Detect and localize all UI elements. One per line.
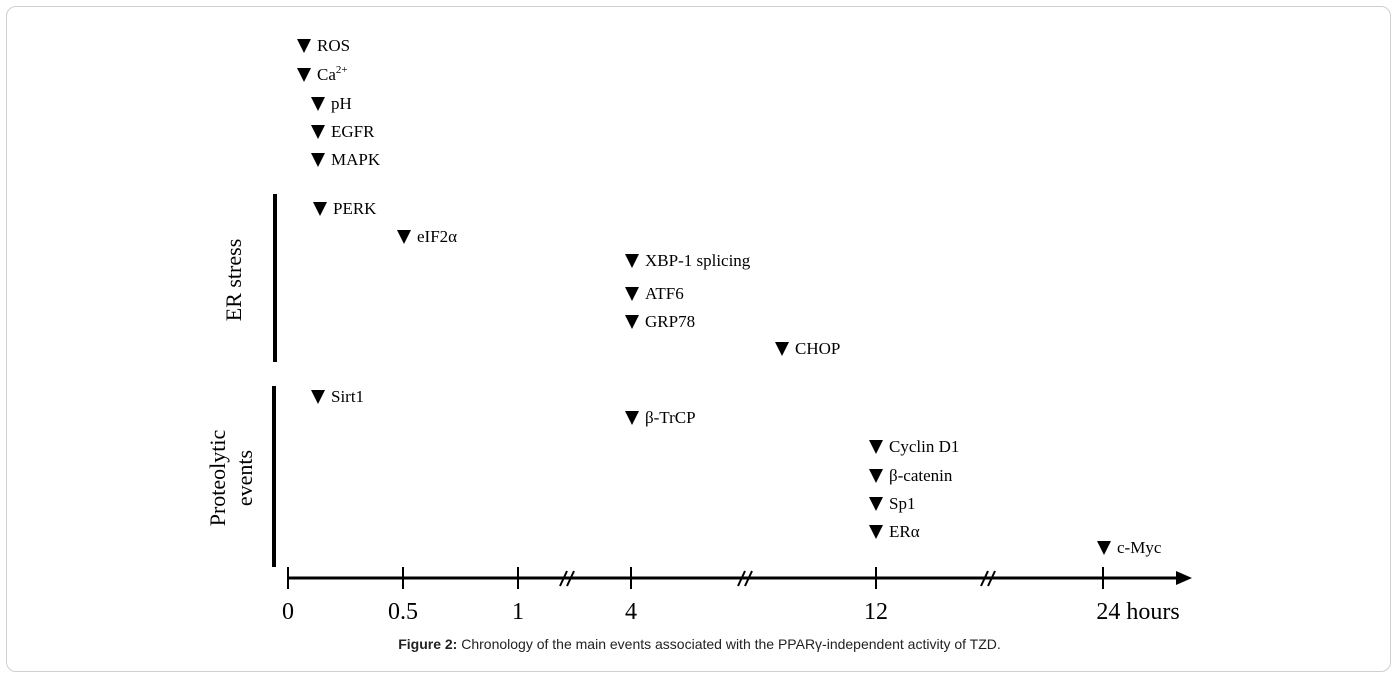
event-sirt1: Sirt1 [311, 387, 364, 406]
down-triangle-icon [869, 440, 883, 454]
event-label: pH [331, 94, 352, 113]
tick-label-1: 1 [512, 599, 524, 625]
tick-label-0: 0 [282, 599, 294, 625]
down-triangle-icon [1097, 541, 1111, 555]
event-grp78: GRP78 [625, 312, 695, 331]
group-label-proteolytic-line2: events [232, 450, 257, 506]
tick-label-24-hours: 24 hours [1096, 599, 1179, 625]
event-label: GRP78 [645, 312, 695, 331]
axis-break-3 [980, 570, 996, 587]
down-triangle-icon [625, 411, 639, 425]
tick-label-12: 12 [864, 599, 888, 625]
axis-break-1 [559, 570, 575, 587]
down-triangle-icon [297, 39, 311, 53]
group-label-er-stress: ER stress [221, 239, 246, 322]
event-ph: pH [311, 94, 352, 113]
event-atf6: ATF6 [625, 284, 684, 303]
event-xbp-1-splicing: XBP-1 splicing [625, 251, 751, 270]
event-c-myc: c-Myc [1097, 538, 1162, 557]
event-label: CHOP [795, 339, 840, 358]
tick-label-0.5: 0.5 [388, 599, 418, 625]
down-triangle-icon [311, 153, 325, 167]
event-chop: CHOP [775, 339, 840, 358]
down-triangle-icon [311, 390, 325, 404]
down-triangle-icon [625, 287, 639, 301]
event-label: ATF6 [645, 284, 684, 303]
event-label: EGFR [331, 122, 375, 141]
event-cyclin-d1: Cyclin D1 [869, 437, 959, 456]
group-label-proteolytic-line1: Proteolytic [205, 429, 230, 526]
event-erα: ERα [869, 522, 920, 541]
event-mapk: MAPK [311, 150, 381, 169]
figure-caption: Figure 2: Chronology of the main events … [0, 636, 1399, 652]
down-triangle-icon [625, 315, 639, 329]
down-triangle-icon [297, 68, 311, 82]
event-label: ROS [317, 36, 350, 55]
caption-text: Chronology of the main events associated… [457, 636, 1001, 652]
events-layer: ROS Ca2+ pH EGFR MAPK PERK eIF2α XBP-1 splicing… [297, 36, 1162, 557]
event-ros: ROS [297, 36, 350, 55]
group-label-proteolytic-events: Proteolytic events [205, 429, 257, 526]
event-label: ERα [889, 522, 920, 541]
event-label: MAPK [331, 150, 381, 169]
time-axis-arrow [1176, 571, 1192, 585]
down-triangle-icon [311, 125, 325, 139]
event-label: eIF2α [417, 227, 457, 246]
down-triangle-icon [869, 525, 883, 539]
event-label: Cyclin D1 [889, 437, 959, 456]
event-label: c-Myc [1117, 538, 1162, 557]
tick-label-4: 4 [625, 599, 637, 625]
event-label-superscript: 2+ [336, 64, 348, 76]
down-triangle-icon [869, 497, 883, 511]
event-label: Ca2+ [317, 64, 348, 84]
event-label: XBP-1 splicing [645, 251, 751, 270]
event-label: β-catenin [889, 466, 953, 485]
caption-label: Figure 2: [398, 636, 458, 652]
event-perk: PERK [313, 199, 377, 218]
event-β-catenin: β-catenin [869, 466, 953, 485]
event-label: Sirt1 [331, 387, 364, 406]
figure-frame [6, 6, 1391, 672]
down-triangle-icon [775, 342, 789, 356]
event-label: PERK [333, 199, 377, 218]
event-egfr: EGFR [311, 122, 375, 141]
event-sp1: Sp1 [869, 494, 915, 513]
down-triangle-icon [869, 469, 883, 483]
event-label: Sp1 [889, 494, 915, 513]
down-triangle-icon [311, 97, 325, 111]
event-β-trcp: β-TrCP [625, 408, 696, 427]
event-ca: Ca2+ [297, 64, 348, 84]
down-triangle-icon [625, 254, 639, 268]
event-label: β-TrCP [645, 408, 696, 427]
down-triangle-icon [313, 202, 327, 216]
event-eif2α: eIF2α [397, 227, 457, 246]
down-triangle-icon [397, 230, 411, 244]
axis-break-2 [737, 570, 753, 587]
